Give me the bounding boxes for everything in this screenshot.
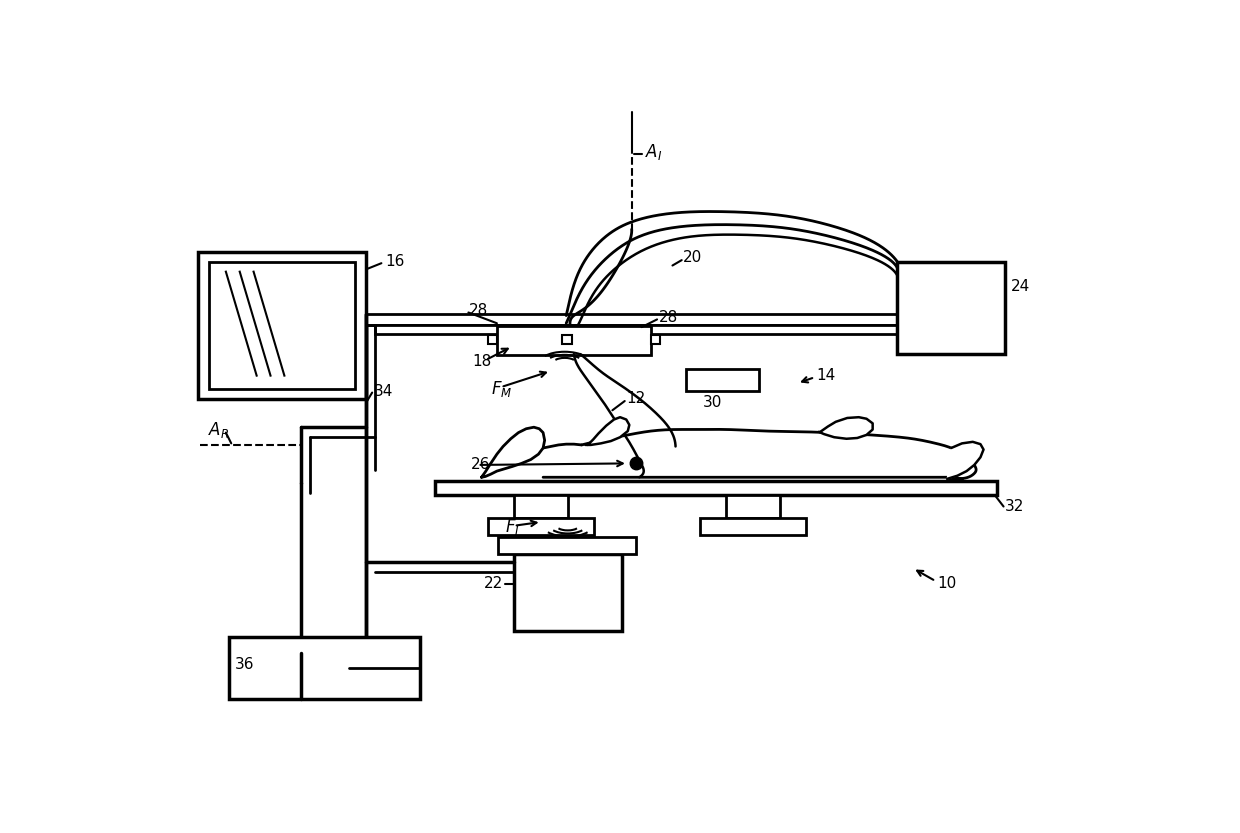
Bar [229,637,420,699]
Bar [727,495,780,518]
Text: 16: 16 [386,254,404,269]
Text: 20: 20 [683,250,703,265]
Text: 30: 30 [703,395,722,410]
Text: 22: 22 [484,576,503,591]
Text: 12: 12 [626,392,646,407]
Bar [366,314,898,325]
Bar [487,335,497,344]
Bar [686,370,759,391]
Text: $A_I$: $A_I$ [645,142,662,162]
Bar [376,325,898,334]
Bar [651,335,660,344]
Text: $F_M$: $F_M$ [491,379,512,399]
Bar [435,481,997,495]
Bar [498,537,635,554]
Text: 28: 28 [469,302,489,317]
Text: 10: 10 [937,576,956,591]
Bar [701,518,806,535]
Bar [513,495,568,518]
Text: 18: 18 [472,354,491,369]
Bar [487,518,594,535]
Polygon shape [818,417,873,439]
Text: 24: 24 [1012,279,1030,294]
Bar [513,554,621,631]
Text: 26: 26 [471,457,490,472]
Bar [497,326,651,355]
Bar [898,262,1006,354]
Text: 36: 36 [236,657,254,672]
Text: 32: 32 [1006,499,1024,514]
Text: $A_R$: $A_R$ [208,420,229,440]
Polygon shape [947,441,983,479]
Bar [208,262,355,389]
Bar [563,335,572,344]
Polygon shape [481,427,544,477]
Text: 14: 14 [816,368,836,383]
Text: 34: 34 [373,383,393,398]
Polygon shape [585,417,630,445]
Text: $F_I$: $F_I$ [505,517,520,537]
Bar [198,252,366,399]
Text: 28: 28 [658,311,678,326]
